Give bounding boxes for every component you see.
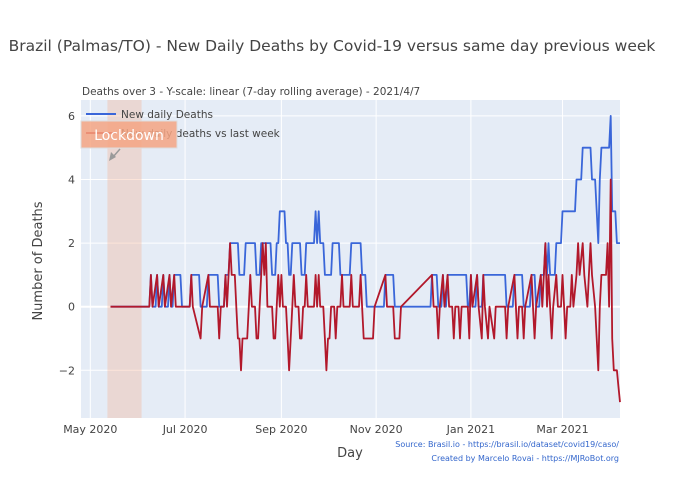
x-tick-label: Mar 2021 xyxy=(536,423,588,436)
author-credit[interactable]: Created by Marcelo Rovai - https://MJRoB… xyxy=(431,454,619,463)
lockdown-arrow-head xyxy=(109,152,116,161)
y-axis-label: Number of Deaths xyxy=(31,201,46,320)
tick-labels: −2 0 2 4 6 May 2020 Jul 2020 Sep 2020 Nov 2020 Ja… xyxy=(59,110,589,436)
series-line-0 xyxy=(110,115,620,308)
x-tick-label: May 2020 xyxy=(63,423,117,436)
lockdown-shaded-region xyxy=(107,100,142,418)
y-tick-label: 6 xyxy=(68,110,75,123)
x-tick-label: Nov 2020 xyxy=(350,423,403,436)
legend-label-new-daily-deaths[interactable]: New daily Deaths xyxy=(121,109,213,121)
y-tick-label: −2 xyxy=(59,364,75,377)
x-tick-label: Sep 2020 xyxy=(255,423,307,436)
y-tick-label: 0 xyxy=(68,301,75,314)
lockdown-label: Lockdown xyxy=(94,128,164,144)
chart-title: Brazil (Palmas/TO) - New Daily Deaths by… xyxy=(9,37,656,55)
x-tick-label: Jan 2021 xyxy=(446,423,495,436)
y-tick-label: 2 xyxy=(68,237,75,250)
chart-subtitle: Deaths over 3 - Y-scale: linear (7-day r… xyxy=(82,86,420,98)
series-layer xyxy=(110,115,621,403)
x-tick-label: Jul 2020 xyxy=(162,423,208,436)
source-credit[interactable]: Source: Brasil.io - https://brasil.io/da… xyxy=(395,440,619,449)
x-axis-label: Day xyxy=(337,446,363,461)
lockdown-label-box xyxy=(80,120,178,149)
y-tick-label: 4 xyxy=(68,174,75,187)
lockdown-annotation: Lockdown xyxy=(80,120,178,161)
series-line-1 xyxy=(110,178,621,403)
